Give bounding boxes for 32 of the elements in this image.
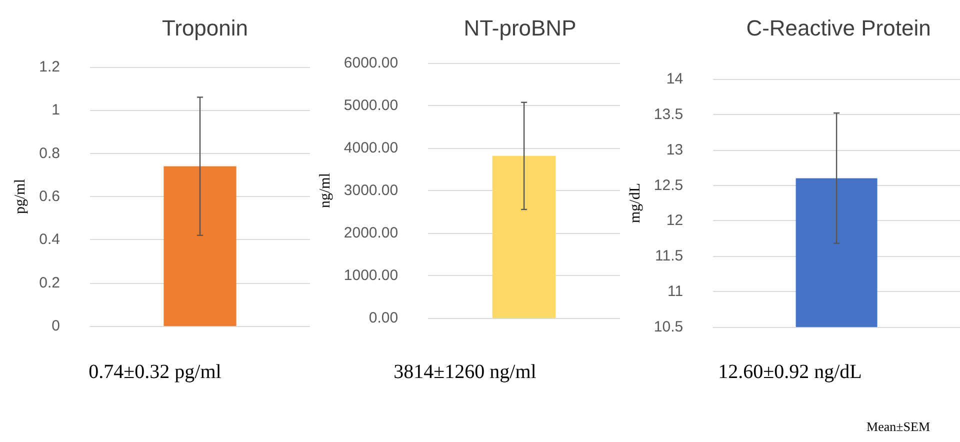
y-tick-label: 1000.00 — [344, 267, 398, 284]
text: Mean±SEM — [866, 419, 930, 434]
y-axis-title: mg/dL — [628, 183, 644, 223]
y-tick-label: 11.5 — [655, 248, 684, 265]
chart-title: Troponin — [162, 16, 248, 40]
y-tick-label: 6000.00 — [344, 54, 398, 72]
y-tick-label: 0.4 — [39, 231, 60, 248]
y-tick-label: 1.2 — [39, 58, 60, 76]
text: 0.74±0.32 pg/ml — [88, 361, 222, 383]
y-tick-label: 5000.00 — [344, 97, 398, 114]
y-tick-label: 0.6 — [39, 188, 60, 205]
y-tick-label: 0 — [52, 318, 60, 334]
y-tick-label: 2000.00 — [344, 224, 398, 242]
chart-title: NT-proBNP — [464, 16, 576, 40]
text: 3814±1260 ng/ml — [394, 361, 537, 383]
y-tick-label: 13.5 — [654, 106, 684, 123]
chart-title: C-Reactive Protein — [746, 16, 931, 40]
y-tick-label: 12 — [666, 212, 684, 230]
y-tick-label: 13 — [666, 141, 684, 158]
y-axis-title: ng/ml — [318, 172, 334, 208]
y-tick-label: 1 — [52, 102, 60, 119]
y-tick-label: 12.5 — [654, 176, 684, 194]
y-tick-label: 3000.00 — [344, 182, 398, 199]
y-tick-label: 14 — [666, 70, 684, 88]
y-tick-label: 10.5 — [654, 318, 684, 336]
text: 12.60±0.92 ng/dL — [718, 361, 862, 383]
y-tick-label: 4000.00 — [344, 140, 398, 156]
y-axis-title: pg/ml — [12, 178, 28, 214]
y-tick-label: 0.2 — [39, 274, 60, 292]
y-tick-label: 0.8 — [39, 144, 60, 162]
y-tick-label: 11 — [668, 283, 684, 300]
y-tick-label: 0.00 — [368, 310, 398, 326]
